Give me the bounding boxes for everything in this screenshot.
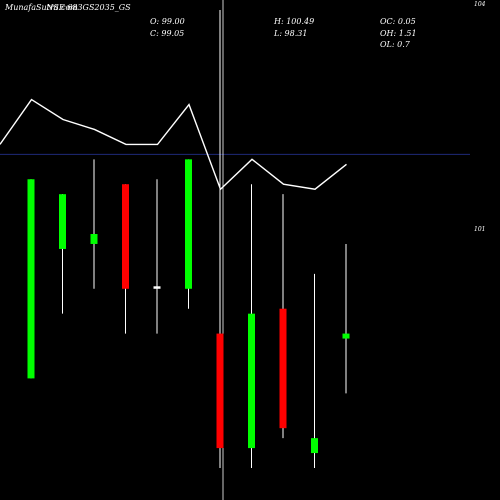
candle-body	[216, 333, 224, 449]
ohlc-low: L: 98.31	[274, 29, 308, 38]
y-tick-label: 101	[474, 226, 486, 233]
candle-body	[27, 179, 35, 379]
y-tick-label: 104	[474, 1, 486, 8]
ohlc-close: C: 99.05	[150, 29, 185, 38]
candle-body	[248, 313, 255, 449]
site-title: MunafaSutra.com	[5, 3, 78, 12]
symbol-label: NSE 683GS2035_GS	[46, 3, 131, 12]
chart-header: MunafaSutra.com NSE 683GS2035_GS	[5, 3, 131, 12]
ohlc-oc: OC: 0.05	[380, 17, 416, 26]
candle-body	[342, 333, 350, 339]
ohlc-ol: OL: 0.7	[380, 40, 410, 49]
ohlc-oh: OH: 1.51	[380, 29, 417, 38]
line-series	[0, 98, 347, 191]
candle-body	[59, 194, 66, 249]
candle-body	[311, 438, 318, 454]
candle-body	[90, 234, 98, 244]
ohlc-open: O: 99.00	[150, 17, 185, 26]
candle-body	[153, 286, 161, 289]
candle-body	[185, 159, 192, 289]
candle-body	[122, 184, 129, 289]
candle-body	[279, 308, 287, 429]
ohlc-high: H: 100.49	[274, 17, 315, 26]
